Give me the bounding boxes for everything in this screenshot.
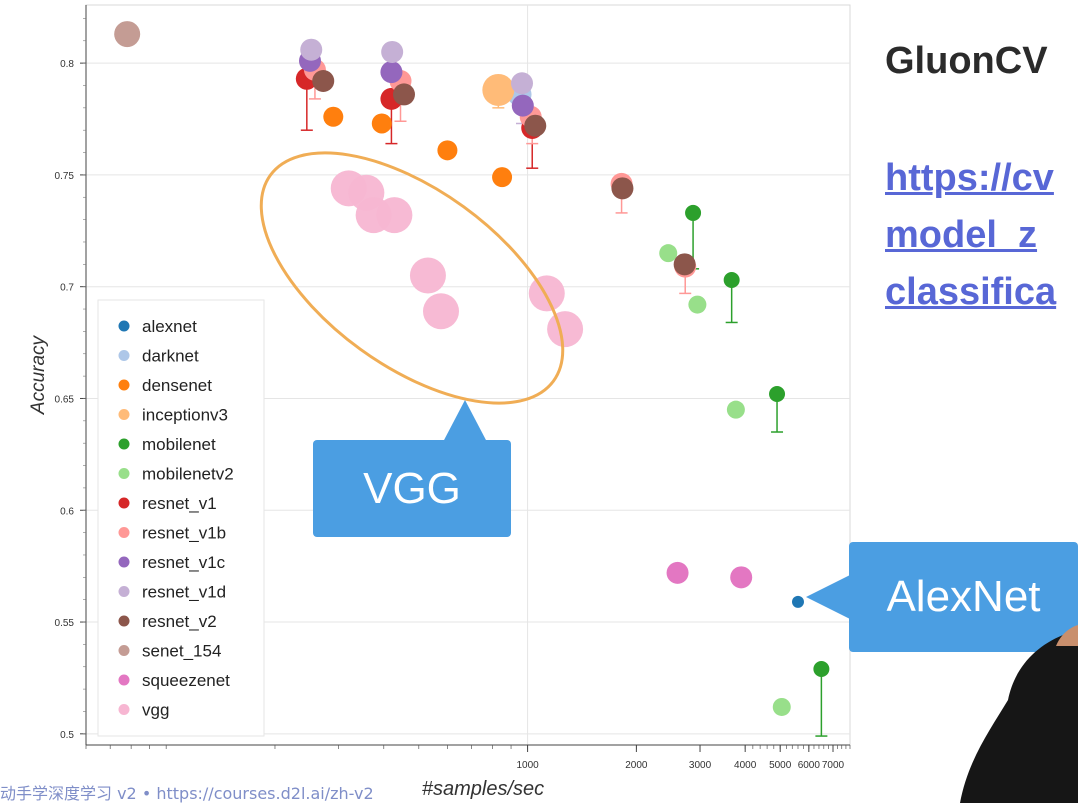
legend-marker-resnet_v2	[118, 615, 130, 627]
point-densenet	[437, 140, 458, 161]
x-tick-label: 3000	[689, 760, 712, 771]
point-mobilenet	[769, 386, 786, 403]
point-vgg	[423, 293, 460, 330]
point-mobilenetv2	[659, 244, 678, 263]
legend-label-mobilenetv2: mobilenetv2	[142, 465, 234, 484]
legend-label-resnet_v1: resnet_v1	[142, 494, 217, 513]
point-vgg	[547, 311, 584, 348]
point-squeezenet	[666, 561, 689, 584]
slide-title: GluonCV	[885, 40, 1048, 82]
y-tick-label: 0.65	[55, 394, 75, 405]
legend-label-resnet_v1b: resnet_v1b	[142, 524, 226, 543]
link-line-2[interactable]: model_z	[885, 214, 1038, 256]
legend: alexnet darknet densenet inceptionv3 mobilen…	[97, 299, 265, 737]
x-tick-label: 1000	[516, 760, 539, 771]
legend-marker-inceptionv3	[118, 409, 130, 420]
point-resnet_v1d	[381, 40, 404, 63]
point-resnet_v2	[673, 253, 696, 276]
legend-box	[97, 299, 265, 737]
point-resnet_v2	[312, 70, 335, 93]
legend-marker-resnet_v1d	[118, 586, 130, 597]
x-axis: 1000 2000 3000 4000 5000 6000 7000	[85, 744, 851, 771]
legend-label-resnet_v1d: resnet_v1d	[142, 583, 226, 602]
y-tick-label: 0.55	[55, 618, 75, 629]
link-line-3[interactable]: classifica	[885, 271, 1057, 313]
data-points	[114, 21, 830, 716]
legend-marker-resnet_v1	[118, 497, 130, 509]
point-mobilenetv2	[688, 295, 707, 314]
y-tick-label: 0.8	[60, 59, 74, 70]
y-tick-label: 0.75	[55, 171, 75, 182]
y-axis-label: Accuracy	[28, 334, 49, 415]
point-inceptionv3	[482, 73, 515, 106]
point-vgg	[528, 275, 565, 312]
point-resnet_v1c	[511, 94, 534, 117]
point-mobilenet	[723, 271, 740, 288]
legend-marker-resnet_v1b	[118, 527, 130, 538]
point-alexnet	[791, 595, 804, 608]
point-mobilenetv2	[772, 697, 791, 716]
vgg-callout: VGG	[313, 440, 511, 537]
legend-label-inceptionv3: inceptionv3	[142, 406, 228, 425]
x-tick-label: 7000	[822, 760, 845, 771]
point-resnet_v1d	[300, 38, 323, 61]
legend-label-senet_154: senet_154	[142, 642, 221, 661]
x-axis-label: #samples/sec	[422, 778, 544, 800]
legend-label-squeezenet: squeezenet	[142, 671, 230, 690]
y-tick-label: 0.5	[60, 730, 74, 741]
presenter-video-overlay	[960, 625, 1078, 803]
point-squeezenet	[730, 566, 753, 589]
vgg-highlight-ellipse	[259, 151, 565, 405]
legend-marker-senet_154	[118, 645, 130, 656]
footer-caption: 动手学深度学习 v2 • https://courses.d2l.ai/zh-v…	[0, 784, 374, 803]
point-vgg	[409, 257, 446, 294]
legend-label-vgg: vgg	[142, 701, 169, 720]
x-tick-label: 6000	[798, 760, 821, 771]
y-tick-label: 0.6	[60, 506, 74, 517]
y-axis: 0.5 0.55 0.6 0.65 0.7 0.75 0.8	[55, 5, 87, 745]
legend-marker-resnet_v1c	[118, 556, 130, 568]
point-resnet_v2	[611, 177, 634, 200]
legend-marker-vgg	[118, 704, 130, 715]
point-resnet_v2	[392, 83, 415, 106]
point-mobilenet	[685, 204, 702, 221]
legend-marker-squeezenet	[118, 674, 130, 686]
point-densenet	[492, 167, 513, 188]
point-densenet	[371, 113, 392, 134]
legend-marker-densenet	[118, 379, 130, 391]
y-tick-label: 0.7	[60, 283, 74, 294]
accuracy-vs-throughput-chart: 0.5 0.55 0.6 0.65 0.7 0.75 0.8 1000 2000 3000 400…	[28, 4, 851, 800]
legend-marker-mobilenet	[118, 438, 130, 450]
point-senet_154	[114, 21, 141, 48]
legend-label-resnet_v2: resnet_v2	[142, 612, 217, 631]
x-tick-label: 2000	[625, 760, 648, 771]
point-vgg	[376, 197, 413, 234]
legend-label-alexnet: alexnet	[142, 317, 197, 336]
legend-marker-mobilenetv2	[118, 468, 130, 479]
alexnet-callout-pointer	[806, 575, 850, 619]
point-resnet_v2	[524, 114, 547, 137]
vgg-callout-pointer	[443, 400, 487, 442]
legend-label-darknet: darknet	[142, 347, 199, 366]
point-mobilenet	[813, 660, 830, 677]
point-resnet_v1d	[510, 72, 533, 95]
legend-marker-alexnet	[118, 320, 130, 332]
link-line-1[interactable]: https://cv	[885, 157, 1054, 199]
legend-label-resnet_v1c: resnet_v1c	[142, 553, 226, 572]
point-mobilenetv2	[726, 400, 745, 419]
x-tick-label: 4000	[734, 760, 757, 771]
point-resnet_v1c	[380, 61, 403, 84]
model-zoo-link[interactable]: https://cv model_z classifica	[885, 150, 1078, 321]
legend-marker-darknet	[118, 350, 130, 361]
point-densenet	[323, 106, 344, 127]
legend-label-mobilenet: mobilenet	[142, 435, 216, 454]
legend-label-densenet: densenet	[142, 376, 212, 395]
x-tick-label: 5000	[769, 760, 792, 771]
alexnet-callout: AlexNet	[849, 542, 1078, 652]
